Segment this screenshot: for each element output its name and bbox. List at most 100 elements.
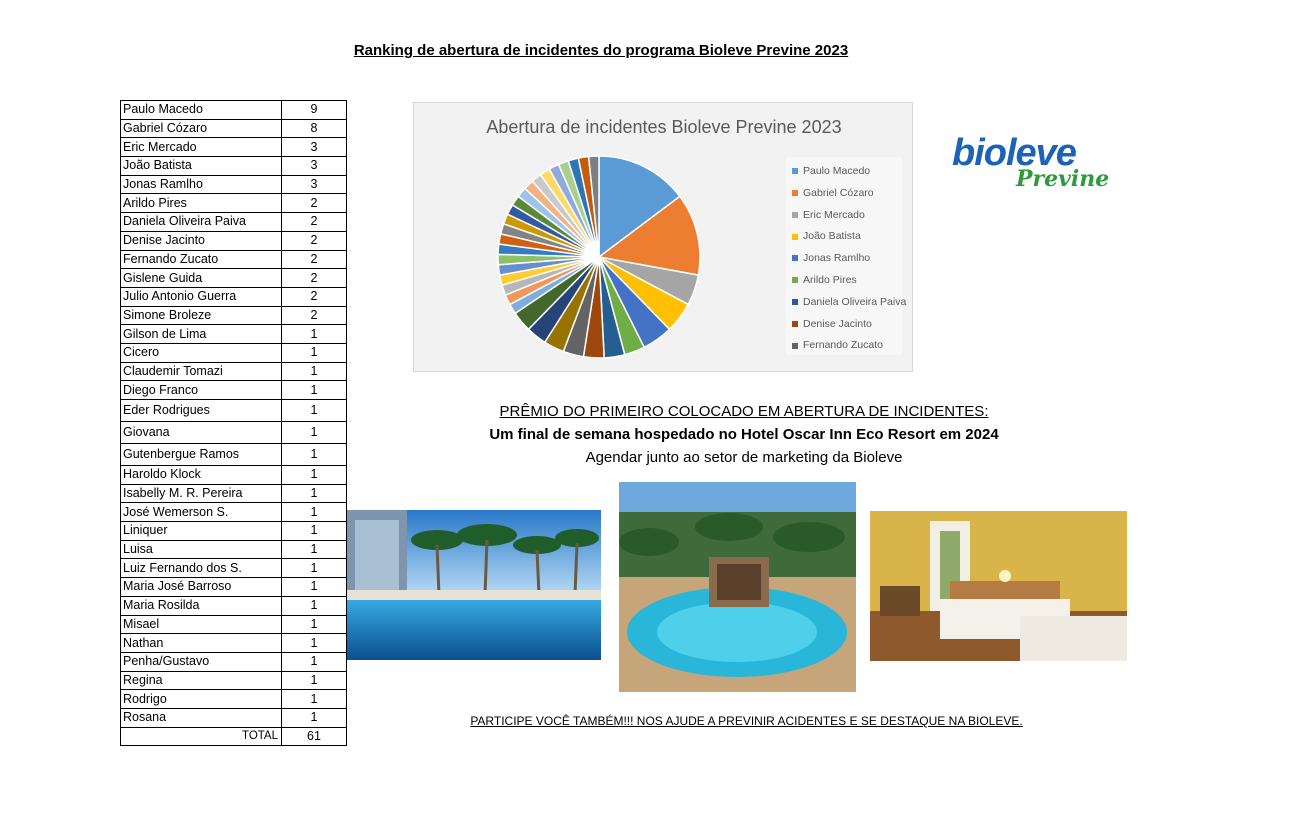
resort-room-photo: [870, 511, 1127, 661]
ranking-count: 2: [281, 193, 347, 214]
ranking-row: Claudemir Tomazi 1: [120, 361, 347, 382]
chart-legend: Paulo Macedo Gabriel Cózaro Eric Mercado Jo…: [786, 157, 906, 355]
ranking-row: Diego Franco 1: [120, 380, 347, 400]
ranking-count: 1: [281, 577, 347, 597]
legend-label: Paulo Macedo: [803, 165, 871, 177]
ranking-row: Gutenbergue Ramos 1: [120, 443, 347, 466]
legend-swatch: [792, 320, 798, 327]
ranking-count: 1: [281, 633, 347, 653]
ranking-name: Daniela Oliveira Paiva: [120, 212, 282, 232]
legend-item: Jonas Ramlho: [792, 252, 870, 264]
ranking-row: Denise Jacinto 2: [120, 230, 347, 251]
ranking-count: 1: [281, 707, 347, 728]
ranking-count: 2: [281, 305, 347, 326]
ranking-name: Isabelly M. R. Pereira: [120, 483, 282, 504]
legend-item: Daniela Oliveira Paiva: [792, 296, 906, 308]
ranking-row: Maria Rosilda 1: [120, 595, 347, 616]
legend-swatch: [792, 168, 798, 175]
ranking-name: Gislene Guida: [120, 268, 282, 288]
legend-label: Daniela Oliveira Paiva: [803, 295, 907, 308]
total-label: TOTAL: [120, 726, 282, 747]
bioleve-logo: bioleve Previne: [950, 132, 1120, 202]
ranking-count: 1: [281, 483, 347, 504]
ranking-count: 1: [281, 380, 347, 400]
ranking-row: Misael 1: [120, 614, 347, 635]
ranking-name: Liniquer: [120, 521, 282, 541]
ranking-row: Penha/Gustavo 1: [120, 651, 347, 672]
ranking-count: 1: [281, 342, 347, 363]
ranking-row: Isabelly M. R. Pereira 1: [120, 483, 347, 504]
ranking-name: João Batista: [120, 156, 282, 176]
ranking-name: Gutenbergue Ramos: [120, 443, 282, 466]
ranking-row: Eric Mercado 3: [120, 137, 347, 158]
ranking-row: Arildo Pires 2: [120, 193, 347, 214]
legend-swatch: [792, 342, 798, 349]
ranking-name: Cicero: [120, 342, 282, 363]
pie-slice-33: [587, 155, 600, 258]
chart-title: Abertura de incidentes Bioleve Previne 2…: [486, 117, 841, 137]
ranking-count: 2: [281, 212, 347, 232]
pie-chart-canvas: Abertura de incidentes Bioleve Previne 2…: [486, 117, 842, 359]
footer-message: PARTICIPE VOCÊ TAMBÉM!!! NOS AJUDE A PRE…: [470, 714, 1023, 728]
ranking-row: Gilson de Lima 1: [120, 324, 347, 344]
ranking-name: Luiz Fernando dos S.: [120, 558, 282, 579]
ranking-name: Arildo Pires: [120, 193, 282, 214]
ranking-count: 9: [281, 100, 347, 120]
ranking-count: 1: [281, 651, 347, 672]
legend-label: Eric Mercado: [803, 208, 865, 221]
ranking-count: 1: [281, 670, 347, 691]
ranking-name: Jonas Ramlho: [120, 174, 282, 195]
ranking-count: 1: [281, 558, 347, 579]
legend-swatch: [792, 233, 798, 240]
ranking-row: Maria José Barroso 1: [120, 577, 347, 597]
ranking-row: Gislene Guida 2: [120, 268, 347, 288]
ranking-name: José Wemerson S.: [120, 502, 282, 523]
ranking-name: Paulo Macedo: [120, 100, 282, 120]
ranking-name: Haroldo Klock: [120, 465, 282, 485]
legend-item: João Batista: [792, 230, 861, 242]
legend-label: Arildo Pires: [803, 274, 857, 286]
ranking-count: 2: [281, 230, 347, 251]
ranking-row: Eder Rodrigues 1: [120, 399, 347, 422]
ranking-row: Simone Broleze 2: [120, 305, 347, 326]
ranking-name: Maria José Barroso: [120, 577, 282, 597]
legend-item: Arildo Pires: [792, 274, 857, 286]
ranking-count: 3: [281, 156, 347, 176]
ranking-name: Regina: [120, 670, 282, 691]
legend-swatch: [792, 190, 798, 197]
legend-item: Gabriel Cózaro: [792, 187, 874, 199]
ranking-name: Fernando Zucato: [120, 249, 282, 270]
resort-pool-photo: [347, 510, 601, 660]
ranking-count: 1: [281, 399, 347, 422]
ranking-row: Giovana 1: [120, 421, 347, 444]
legend-item: Eric Mercado: [792, 209, 865, 221]
ranking-row: Cicero 1: [120, 342, 347, 363]
ranking-name: Rodrigo: [120, 689, 282, 709]
ranking-count: 1: [281, 521, 347, 541]
ranking-count: 1: [281, 595, 347, 616]
prize-instructions: Agendar junto ao setor de marketing da B…: [585, 449, 903, 466]
ranking-total-row: TOTAL 61: [120, 726, 347, 747]
logo-sub: Previne: [1016, 166, 1110, 192]
legend-swatch: [792, 277, 798, 284]
ranking-count: 1: [281, 361, 347, 382]
ranking-count: 1: [281, 614, 347, 635]
ranking-name: Simone Broleze: [120, 305, 282, 326]
ranking-count: 3: [281, 137, 347, 158]
ranking-row: Rodrigo 1: [120, 689, 347, 709]
ranking-count: 2: [281, 249, 347, 270]
ranking-name: Gilson de Lima: [120, 324, 282, 344]
ranking-name: Penha/Gustavo: [120, 651, 282, 672]
ranking-row: Gabriel Cózaro 8: [120, 118, 347, 139]
pie-slice-1: [598, 155, 681, 259]
ranking-count: 2: [281, 286, 347, 307]
ranking-row: Liniquer 1: [120, 521, 347, 541]
legend-label: Jonas Ramlho: [803, 252, 871, 265]
ranking-name: Eder Rodrigues: [120, 399, 282, 422]
ranking-count: 1: [281, 689, 347, 709]
ranking-name: Gabriel Cózaro: [120, 118, 282, 139]
legend-swatch: [792, 299, 798, 306]
legend-swatch: [792, 255, 798, 262]
ranking-row: Paulo Macedo 9: [120, 100, 347, 120]
ranking-name: Denise Jacinto: [120, 230, 282, 251]
